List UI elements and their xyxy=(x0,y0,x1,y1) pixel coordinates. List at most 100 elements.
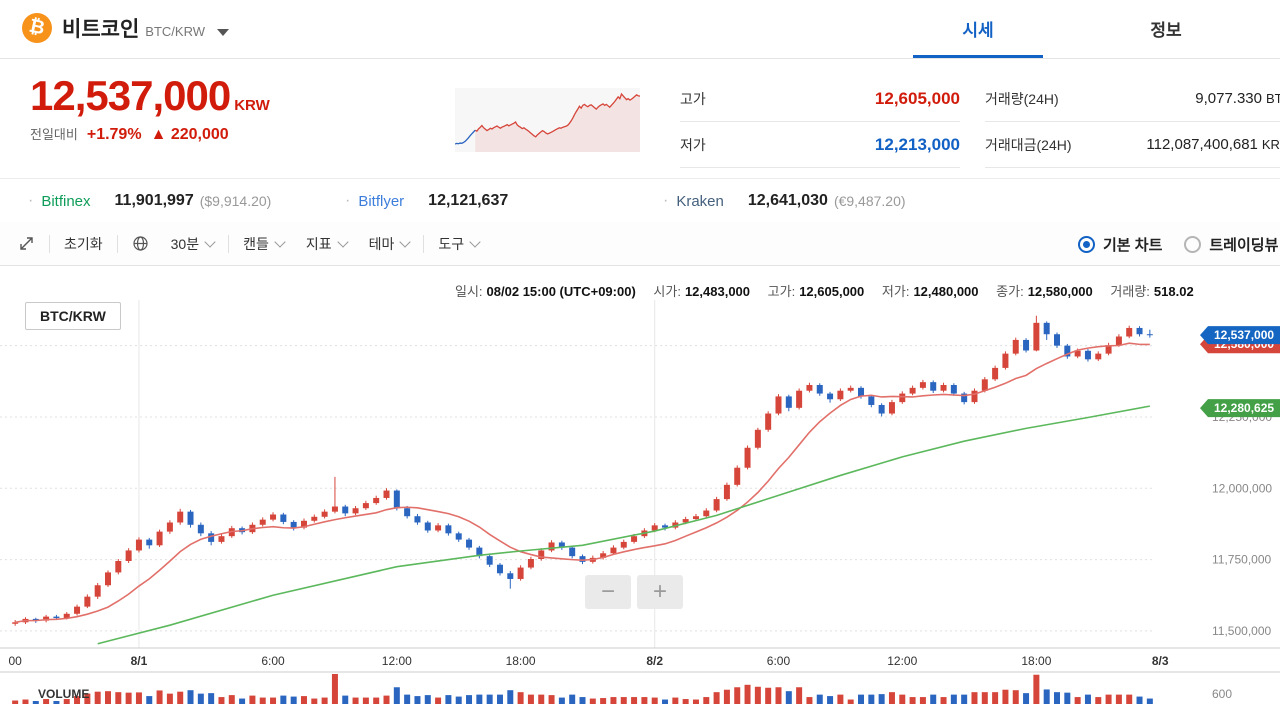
chevron-down-icon xyxy=(469,235,481,248)
high-label: 고가 xyxy=(680,90,706,107)
tools-dropdown[interactable]: 도구 xyxy=(438,234,481,254)
tab-price[interactable]: 시세 xyxy=(962,21,994,40)
exchange-price: 11,901,997 xyxy=(114,192,194,209)
svg-text:8/2: 8/2 xyxy=(646,654,663,668)
svg-text:11,750,000: 11,750,000 xyxy=(1212,553,1271,567)
high-value: 12,605,000 xyxy=(874,88,960,108)
active-tab-underline xyxy=(913,55,1043,58)
sparkline-chart xyxy=(455,88,640,152)
svg-text:12:00: 12:00 xyxy=(382,654,412,668)
exchange-bitflyer: · Bitflyer 12,121,637 xyxy=(345,179,514,223)
pair-selector[interactable]: ₿ 비트코인 BTC/KRW xyxy=(22,13,229,43)
svg-text:8/3: 8/3 xyxy=(1152,654,1169,668)
svg-text:600: 600 xyxy=(1212,687,1232,701)
indicator-dropdown[interactable]: 지표 xyxy=(305,234,349,254)
svg-text:VOLUME: VOLUME xyxy=(38,687,89,701)
interval-dropdown[interactable]: 30분 xyxy=(170,234,216,254)
volume-label: 거래량(24H) xyxy=(985,90,1059,107)
svg-text:18:00: 18:00 xyxy=(1021,654,1051,668)
svg-text:18:00: 18:00 xyxy=(506,654,536,668)
zoom-in-button[interactable]: + xyxy=(637,575,683,609)
open-value: 12,483,000 xyxy=(684,284,751,299)
indicator-label: 지표 xyxy=(305,235,332,252)
exchange-price: 12,121,637 xyxy=(428,192,509,209)
svg-text:11,500,000: 11,500,000 xyxy=(1212,624,1271,638)
close-value: 12,580,000 xyxy=(1027,284,1093,299)
interval-label: 30분 xyxy=(170,235,200,252)
chevron-down-icon xyxy=(274,235,286,248)
high-label: 고가: xyxy=(767,284,796,299)
price-change: 전일대비 +1.79% ▲ 220,000 xyxy=(30,124,229,144)
chart-type-switch: 기본 차트 트레이딩뷰 xyxy=(1078,222,1280,266)
svg-text:12,537,000: 12,537,000 xyxy=(1214,328,1274,342)
change-label: 전일대비 xyxy=(30,127,78,142)
chart-area: 12,500,00012,250,00012,000,00011,750,000… xyxy=(0,300,1280,704)
globe-icon xyxy=(133,236,148,251)
header: ₿ 비트코인 BTC/KRW 시세 정보 xyxy=(0,0,1280,59)
chart-pair-badge: BTC/KRW xyxy=(25,302,121,330)
divider xyxy=(423,234,425,253)
current-price-value: 12,537,000 xyxy=(30,72,231,119)
datetime-value: 08/02 15:00 (UTC+09:00) xyxy=(486,284,636,299)
svg-text:12:00: 12:00 xyxy=(887,654,917,668)
reset-button[interactable]: 초기화 xyxy=(64,235,103,252)
current-price-currency: KRW xyxy=(234,97,270,114)
volume-value: 518.02 xyxy=(1153,284,1194,299)
bullet-icon: · xyxy=(345,192,351,209)
divider xyxy=(49,234,50,253)
theme-label: 테마 xyxy=(368,235,395,252)
high-row: 고가 12,605,000 xyxy=(680,76,960,122)
low-value: 12,480,000 xyxy=(913,284,979,299)
turnover-value: 112,087,400,681 xyxy=(1146,136,1258,153)
volume-row: 거래량(24H) 9,077.330 BTC xyxy=(985,76,1280,122)
chevron-down-icon xyxy=(399,235,412,248)
bullet-icon: · xyxy=(28,192,34,209)
exchange-name: Bitflyer xyxy=(358,192,405,210)
change-amount: ▲ 220,000 xyxy=(150,126,229,143)
tradingview-chart-radio[interactable] xyxy=(1184,235,1202,253)
zoom-controls: − + xyxy=(585,575,683,609)
exchange-price-eur: (€9,487.20) xyxy=(833,193,906,209)
expand-icon xyxy=(20,237,33,250)
high-value: 12,605,000 xyxy=(799,284,865,299)
current-price: 12,537,000 KRW xyxy=(30,72,270,120)
bitcoin-icon: ₿ xyxy=(22,13,52,43)
zoom-out-button[interactable]: − xyxy=(585,575,631,609)
change-percent: +1.79% xyxy=(86,126,142,143)
low-label: 저가 xyxy=(680,136,706,153)
high-low-stats: 고가 12,605,000 저가 12,213,000 xyxy=(680,76,960,168)
tab-info[interactable]: 정보 xyxy=(1150,21,1182,40)
turnover-row: 거래대금(24H) 112,087,400,681 KRW xyxy=(985,122,1280,168)
candle-type-dropdown[interactable]: 캔들 xyxy=(243,234,286,254)
chevron-down-icon xyxy=(204,235,216,248)
svg-text:00: 00 xyxy=(8,654,22,668)
volume-label: 거래량: xyxy=(1110,284,1150,299)
coin-name: 비트코인 xyxy=(62,18,140,41)
exchange-ticker-strip: · Bitfinex 11,901,997 ($9,914.20) · Bitf… xyxy=(0,178,1280,224)
candlestick-chart[interactable]: 12,500,00012,250,00012,000,00011,750,000… xyxy=(0,300,1280,704)
low-row: 저가 12,213,000 xyxy=(680,122,960,168)
timezone-button[interactable] xyxy=(132,235,149,252)
volume-value: 9,077.330 xyxy=(1195,90,1262,107)
tradingview-chart-label[interactable]: 트레이딩뷰 xyxy=(1209,236,1279,254)
datetime-label: 일시: xyxy=(455,284,483,299)
low-label: 저가: xyxy=(881,284,910,299)
exchange-name: Kraken xyxy=(676,192,724,210)
exchange-name: Bitfinex xyxy=(41,192,91,210)
fullscreen-button[interactable] xyxy=(18,235,35,252)
bullet-icon: · xyxy=(663,192,669,209)
turnover-label: 거래대금(24H) xyxy=(985,136,1072,153)
basic-chart-radio[interactable] xyxy=(1078,235,1095,253)
volume-stats: 거래량(24H) 9,077.330 BTC 거래대금(24H) 112,087… xyxy=(985,76,1280,168)
chevron-down-icon xyxy=(336,235,349,248)
tools-label: 도구 xyxy=(438,235,465,252)
divider xyxy=(116,234,118,253)
low-value: 12,213,000 xyxy=(874,134,960,154)
theme-dropdown[interactable]: 테마 xyxy=(368,234,412,254)
svg-text:8/1: 8/1 xyxy=(131,654,148,668)
candle-info-line: 일시: 08/02 15:00 (UTC+09:00) 시가: 12,483,000… xyxy=(455,281,1194,300)
basic-chart-label[interactable]: 기본 차트 xyxy=(1103,236,1163,254)
exchange-price: 12,641,030 xyxy=(747,192,828,209)
svg-text:12,000,000: 12,000,000 xyxy=(1212,481,1272,495)
close-label: 종가: xyxy=(996,284,1024,299)
